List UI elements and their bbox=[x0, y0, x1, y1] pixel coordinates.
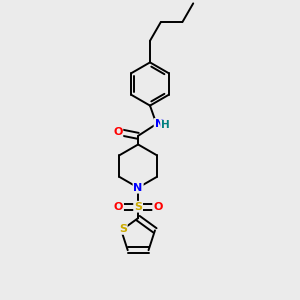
Text: O: O bbox=[114, 202, 123, 212]
Text: H: H bbox=[161, 120, 170, 130]
Text: S: S bbox=[119, 224, 127, 234]
Text: O: O bbox=[153, 202, 163, 212]
Text: N: N bbox=[154, 119, 164, 129]
Text: N: N bbox=[134, 183, 143, 193]
Text: S: S bbox=[134, 202, 142, 212]
Text: O: O bbox=[113, 127, 122, 137]
